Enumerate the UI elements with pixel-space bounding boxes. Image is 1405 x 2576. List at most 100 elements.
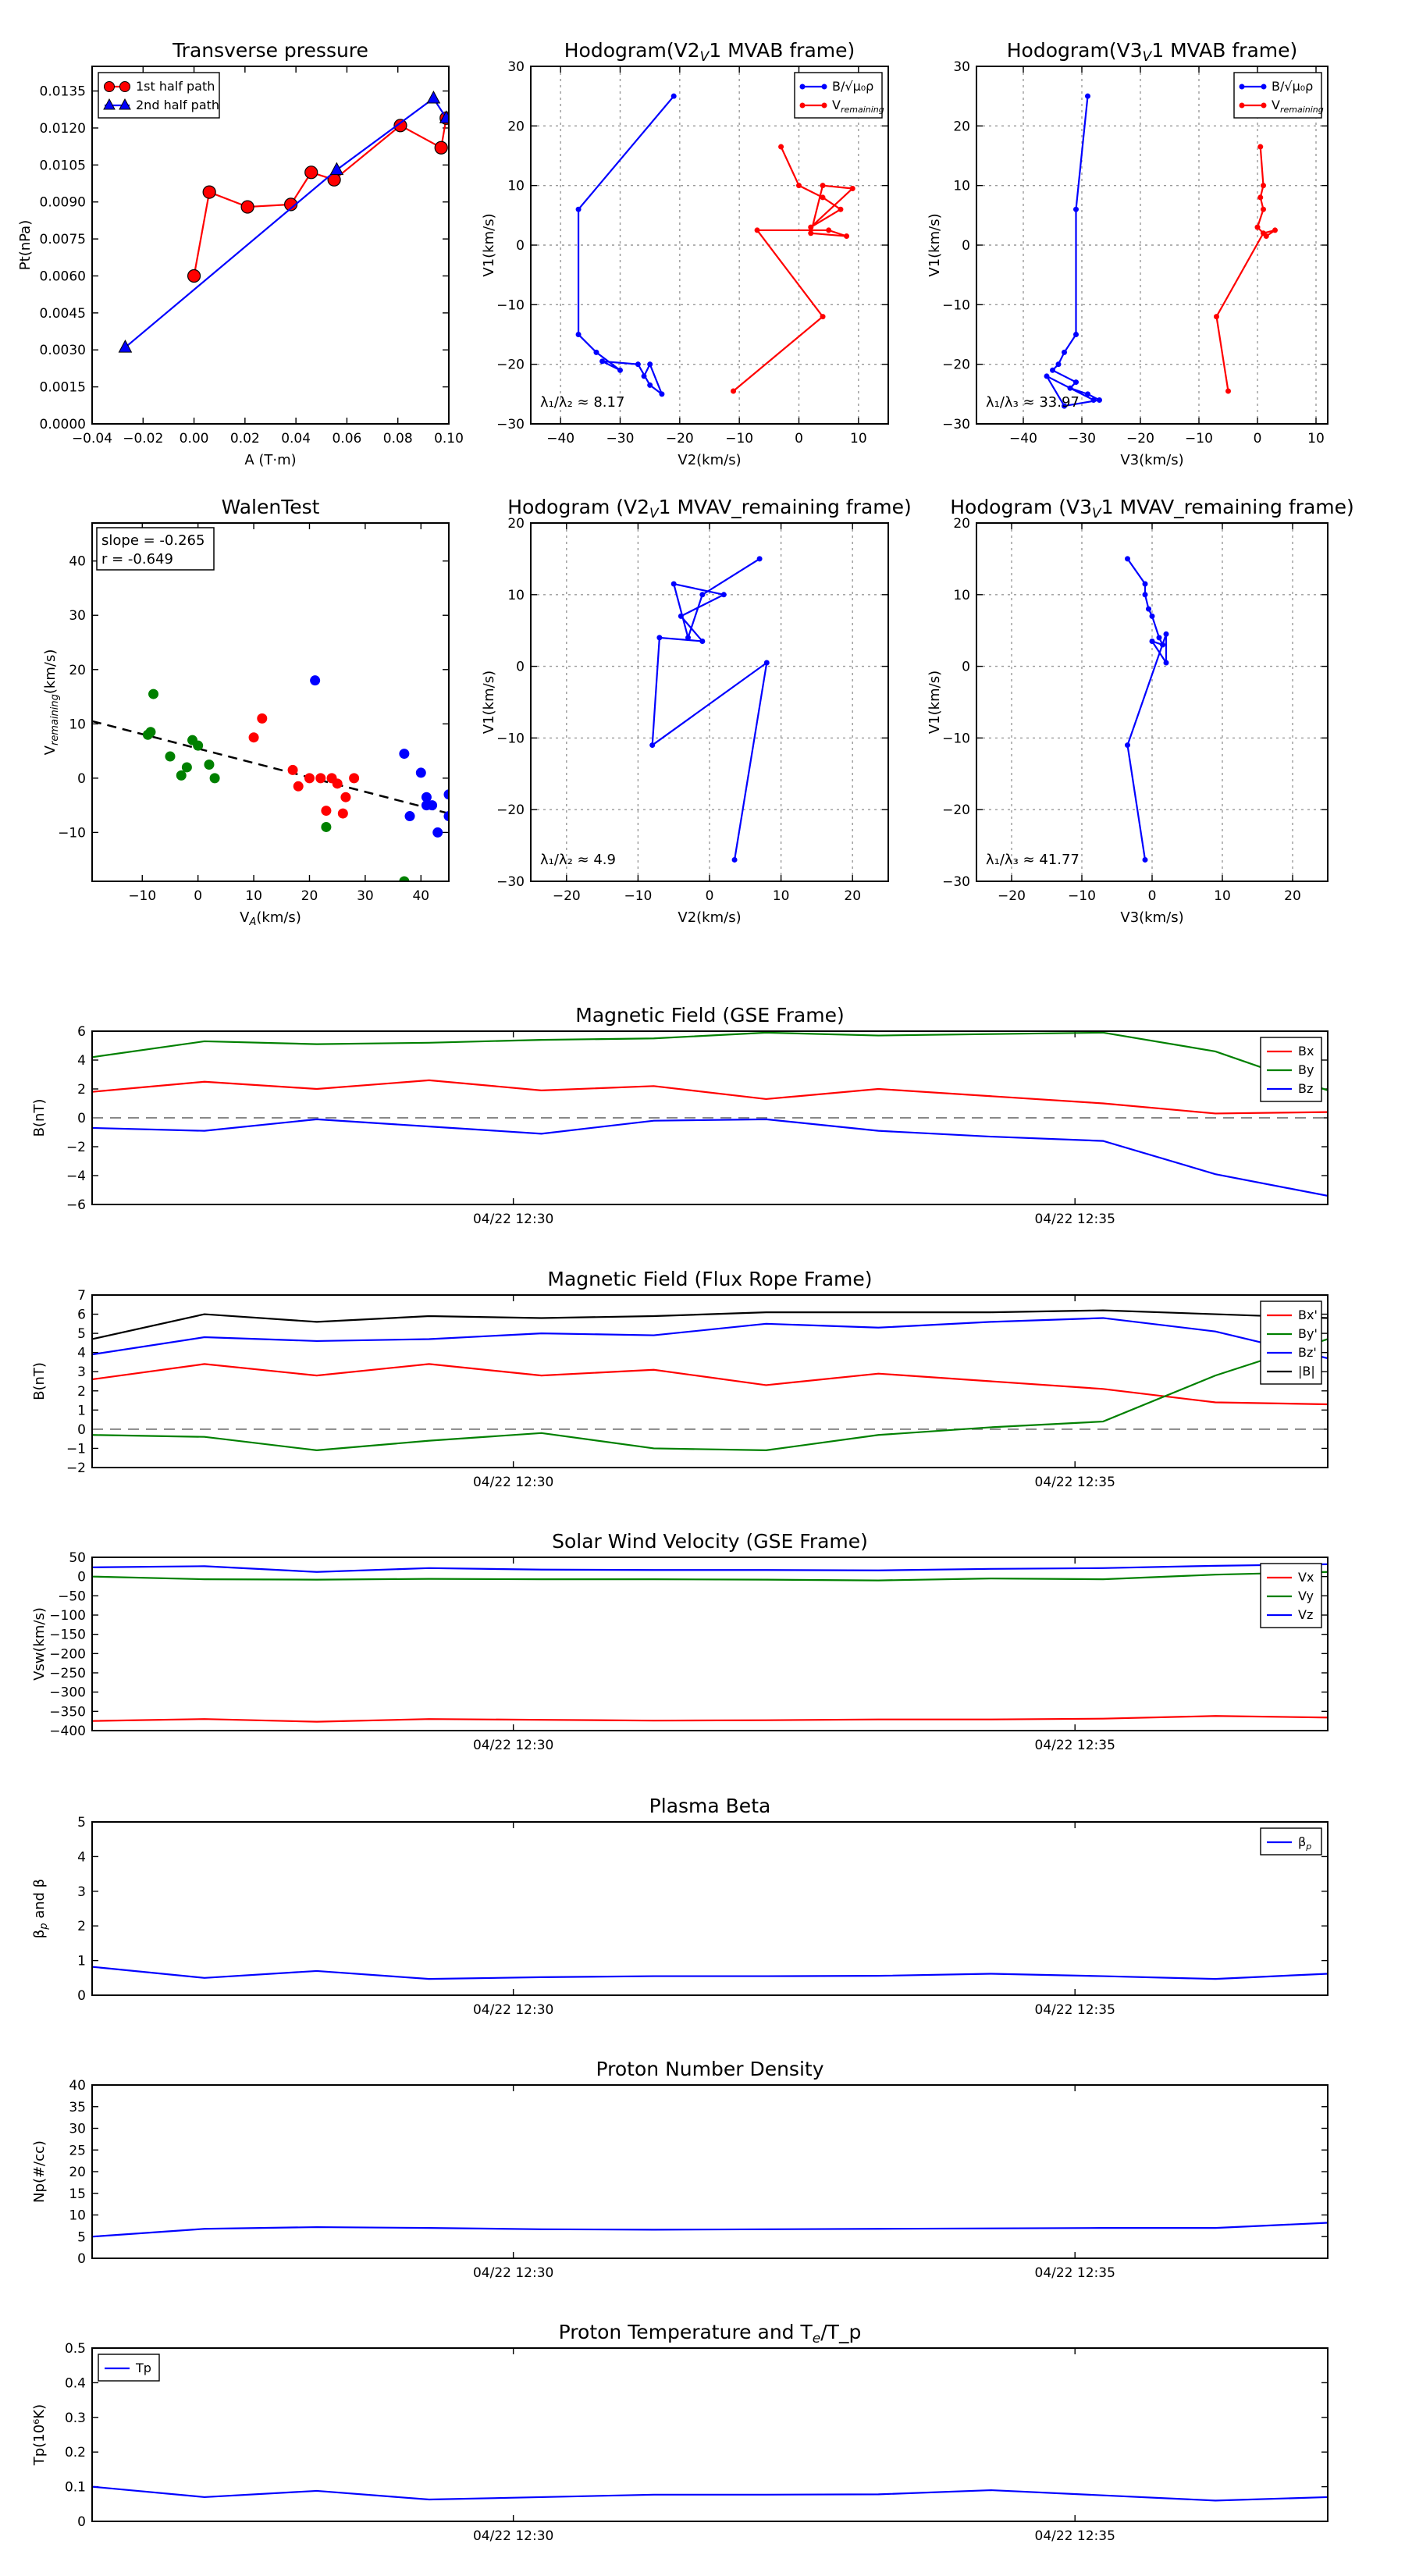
y-tick-label: −10: [58, 825, 86, 841]
y-tick-label: 0: [77, 2251, 86, 2267]
data-point: [593, 349, 599, 355]
y-tick-label: 20: [69, 2165, 86, 2180]
y-tick-label: 10: [69, 717, 86, 732]
x-tick-label: 04/22 12:35: [1035, 2265, 1115, 2281]
data-point: [1090, 397, 1097, 403]
legend: B/√μ₀ρ Vremaining: [1233, 72, 1324, 119]
data-point: [849, 185, 855, 191]
y-axis-label: Pt(nPa): [17, 220, 34, 270]
x-tick-label: 0.10: [434, 431, 464, 447]
legend-label: βp: [1298, 1834, 1311, 1852]
y-tick-label: 1: [77, 1403, 86, 1418]
y-tick-label: 0: [77, 1988, 86, 2004]
x-tick-label: −20: [998, 888, 1026, 904]
x-tick-label: 0: [1254, 431, 1262, 447]
data-point: [443, 811, 449, 822]
y-axis-label: Np(#/cc): [31, 2140, 48, 2203]
x-tick-label: 04/22 12:30: [473, 1738, 553, 1753]
data-point: [826, 227, 832, 233]
data-point: [321, 821, 332, 832]
data-point: [415, 767, 426, 778]
legend-label: Bz: [1298, 1081, 1313, 1096]
data-point: [699, 592, 706, 598]
data-point: [659, 391, 665, 397]
plot-area: [1125, 556, 1169, 863]
data-point: [796, 183, 802, 189]
y-tick-label: 50: [69, 1550, 86, 1566]
data-point: [1125, 742, 1130, 749]
y-axis-label: V1(km/s): [481, 213, 497, 276]
legend-box: [1233, 72, 1322, 119]
y-tick-label: 10: [953, 588, 970, 603]
data-point: [310, 675, 321, 686]
x-axis-label: V3(km/s): [1120, 452, 1183, 468]
legend-marker: [1261, 102, 1267, 109]
data-point: [304, 165, 318, 180]
y-tick-label: −300: [49, 1685, 86, 1701]
y-tick-label: 20: [953, 119, 970, 134]
chart-t6: 04/22 12:30 04/22 12:35 0 0.1 0.2 0.3 0.4 0.5 Pr…: [31, 2321, 1329, 2544]
x-axis-label: V2(km/s): [678, 452, 741, 468]
data-point: [1125, 556, 1130, 562]
y-tick-label: 20: [507, 119, 525, 134]
data-point: [685, 635, 692, 641]
x-tick-label: 40: [412, 888, 429, 904]
axes-frame: [91, 2084, 1329, 2259]
y-tick-label: −350: [49, 1704, 86, 1720]
series-line-V_remaining: [1215, 146, 1276, 392]
data-point: [332, 778, 343, 789]
x-tick-label: 04/22 12:35: [1035, 2528, 1115, 2544]
data-point: [427, 800, 438, 811]
x-tick-label: 10: [1307, 431, 1325, 447]
data-point: [599, 358, 606, 365]
series-line-B/√μ₀ρ: [1044, 96, 1102, 407]
x-tick-label: −10: [1068, 888, 1096, 904]
data-point: [204, 759, 215, 770]
data-point: [844, 233, 850, 240]
data-point: [399, 876, 410, 881]
data-point: [1044, 373, 1050, 379]
y-tick-label: −4: [66, 1169, 86, 1184]
x-tick-label: 0: [194, 888, 202, 904]
y-tick-label: 4: [77, 1849, 86, 1865]
legend-label: |B|: [1298, 1364, 1315, 1379]
data-point: [240, 200, 254, 214]
data-point: [808, 230, 814, 237]
axes-frame: [530, 66, 889, 425]
axes-frame: [91, 1821, 1329, 1996]
y-tick-label: 0: [962, 238, 970, 254]
stats-box: [96, 527, 215, 571]
x-tick-label: −20: [1126, 431, 1154, 447]
y-tick-label: 0.0105: [40, 158, 86, 173]
legend-marker: [821, 102, 827, 109]
data-point: [1163, 660, 1169, 666]
x-tick-label: −10: [1185, 431, 1213, 447]
data-point: [617, 367, 623, 373]
x-tick-label: 10: [245, 888, 262, 904]
y-tick-label: 3: [77, 1364, 86, 1380]
series-line-By: [92, 1031, 1328, 1091]
data-point: [148, 688, 159, 699]
y-tick-label: 0: [77, 1111, 86, 1126]
x-tick-label: −0.02: [123, 431, 163, 447]
legend-marker: [799, 84, 806, 90]
y-tick-label: 0.0075: [40, 232, 86, 247]
data-point: [315, 773, 326, 784]
data-point: [1097, 397, 1102, 403]
x-tick-label: 0.04: [281, 431, 311, 447]
y-tick-label: 6: [77, 1308, 86, 1323]
y-tick-label: −10: [942, 731, 970, 746]
legend-label: By: [1298, 1062, 1314, 1077]
y-tick-label: 0: [77, 771, 86, 787]
data-point: [193, 740, 204, 751]
legend-label: 2nd half path: [136, 98, 219, 112]
series-line-By': [92, 1338, 1328, 1452]
y-tick-label: 10: [507, 588, 525, 603]
chart-t1: 04/22 12:30 04/22 12:35 −6 −4 −2 0 2 4 6 Magnetic…: [31, 1004, 1329, 1227]
data-point: [720, 592, 727, 598]
y-tick-label: 15: [69, 2186, 86, 2202]
series-line-2nd half path: [124, 97, 447, 348]
chart-title: Plasma Beta: [649, 1795, 771, 1817]
eigenvalue-ratio-annotation: λ₁/λ₂ ≈ 4.9: [540, 852, 616, 868]
